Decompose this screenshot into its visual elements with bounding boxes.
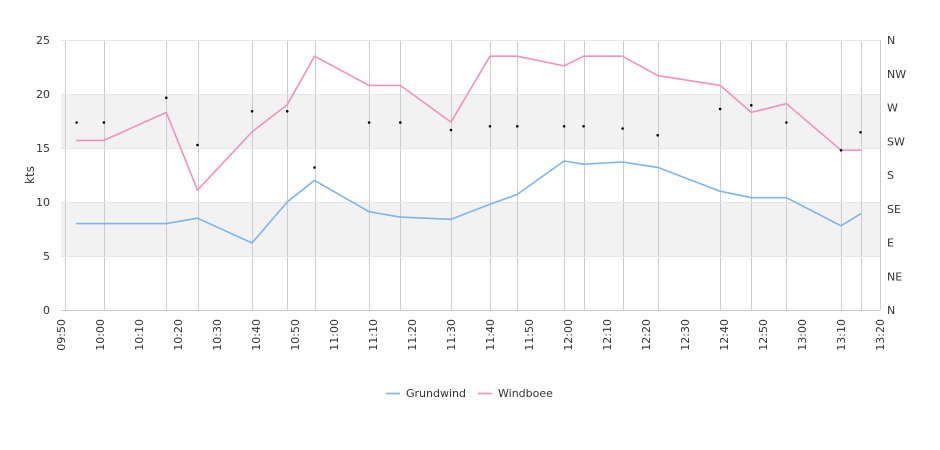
direction-marker xyxy=(839,149,843,152)
right-tick-label: NE xyxy=(887,270,902,283)
x-tick-label: 11:00 xyxy=(328,319,341,351)
x-tick-label: 12:50 xyxy=(757,319,770,351)
direction-marker xyxy=(750,104,753,107)
y-tick-label: 0 xyxy=(43,304,50,317)
x-tick-label: 13:20 xyxy=(874,319,887,351)
y-axis-title: kts xyxy=(23,166,37,184)
vertical-gridlines xyxy=(65,40,881,310)
direction-marker xyxy=(621,127,624,130)
x-tick-label: 09:50 xyxy=(55,319,68,351)
x-tick-label: 10:30 xyxy=(211,319,224,351)
legend-label: Windboee xyxy=(498,387,553,400)
plot-band-1 xyxy=(61,94,880,148)
x-tick-label: 10:40 xyxy=(250,319,263,351)
x-tick-label: 13:00 xyxy=(796,319,809,351)
direction-marker xyxy=(516,125,519,128)
x-axis-tick-labels: 09:50 10:00 10:10 10:20 10:30 10:40 10:50 11:00… xyxy=(55,319,887,351)
x-tick-label: 12:20 xyxy=(640,319,653,351)
direction-marker xyxy=(785,121,788,124)
x-tick-label: 12:30 xyxy=(679,319,692,351)
direction-marker xyxy=(367,121,371,124)
x-tick-label: 12:10 xyxy=(601,319,614,351)
series-line-grundwind xyxy=(75,160,862,244)
direction-marker xyxy=(582,125,585,128)
x-tick-label: 11:20 xyxy=(406,319,419,351)
direction-marker xyxy=(285,110,289,113)
direction-marker xyxy=(165,96,168,100)
x-tick-label: 10:20 xyxy=(172,319,185,351)
right-tick-label: N xyxy=(887,34,895,47)
right-axis-direction-labels: N NE E SE S SW W NW N xyxy=(887,34,906,317)
right-tick-label: E xyxy=(887,237,894,250)
x-tick-label: 11:30 xyxy=(445,319,458,351)
y-tick-label: 25 xyxy=(36,34,50,47)
x-tick-label: 10:10 xyxy=(133,319,146,351)
right-tick-label: W xyxy=(887,102,898,115)
legend[interactable]: Grundwind Windboee xyxy=(386,387,553,400)
x-tick-label: 11:50 xyxy=(523,319,536,351)
x-tick-label: 12:40 xyxy=(718,319,731,351)
x-tick-label: 11:40 xyxy=(484,319,497,351)
direction-marker xyxy=(196,143,199,147)
y-tick-label: 20 xyxy=(36,88,50,101)
series-lines xyxy=(75,55,862,244)
direction-marker xyxy=(75,121,78,124)
series-line-windboee xyxy=(75,55,862,191)
direction-marker xyxy=(656,134,659,137)
x-tick-label: 10:50 xyxy=(289,319,302,351)
legend-label: Grundwind xyxy=(406,387,466,400)
plot-bands xyxy=(61,94,880,256)
y-tick-label: 15 xyxy=(36,142,50,155)
legend-item-grundwind[interactable]: Grundwind xyxy=(386,387,466,400)
right-tick-label: N xyxy=(887,304,895,317)
x-tick-label: 12:00 xyxy=(562,319,575,351)
direction-marker xyxy=(859,131,862,134)
x-tick-label: 13:10 xyxy=(835,319,848,351)
right-tick-label: SE xyxy=(887,203,901,216)
direction-marker xyxy=(313,166,316,169)
direction-marker xyxy=(102,121,106,124)
x-tick-label: 10:00 xyxy=(94,319,107,351)
right-tick-label: SW xyxy=(887,135,905,148)
direction-marker xyxy=(488,125,492,128)
x-tick-label: 11:10 xyxy=(367,319,380,351)
plot-band-0 xyxy=(61,202,880,256)
direction-marker xyxy=(718,107,722,111)
right-tick-label: NW xyxy=(887,68,906,81)
legend-item-windboee[interactable]: Windboee xyxy=(478,387,553,400)
direction-marker xyxy=(399,121,402,124)
direction-marker xyxy=(250,110,254,113)
right-tick-label: S xyxy=(887,169,894,182)
direction-marker xyxy=(562,125,566,128)
horizontal-gridlines xyxy=(61,40,880,311)
direction-markers xyxy=(75,96,862,169)
y-tick-label: 10 xyxy=(36,196,50,209)
direction-marker xyxy=(449,128,453,132)
y-axis-tick-labels: 0 5 10 15 20 25 xyxy=(36,34,50,317)
y-tick-label: 5 xyxy=(43,250,50,263)
